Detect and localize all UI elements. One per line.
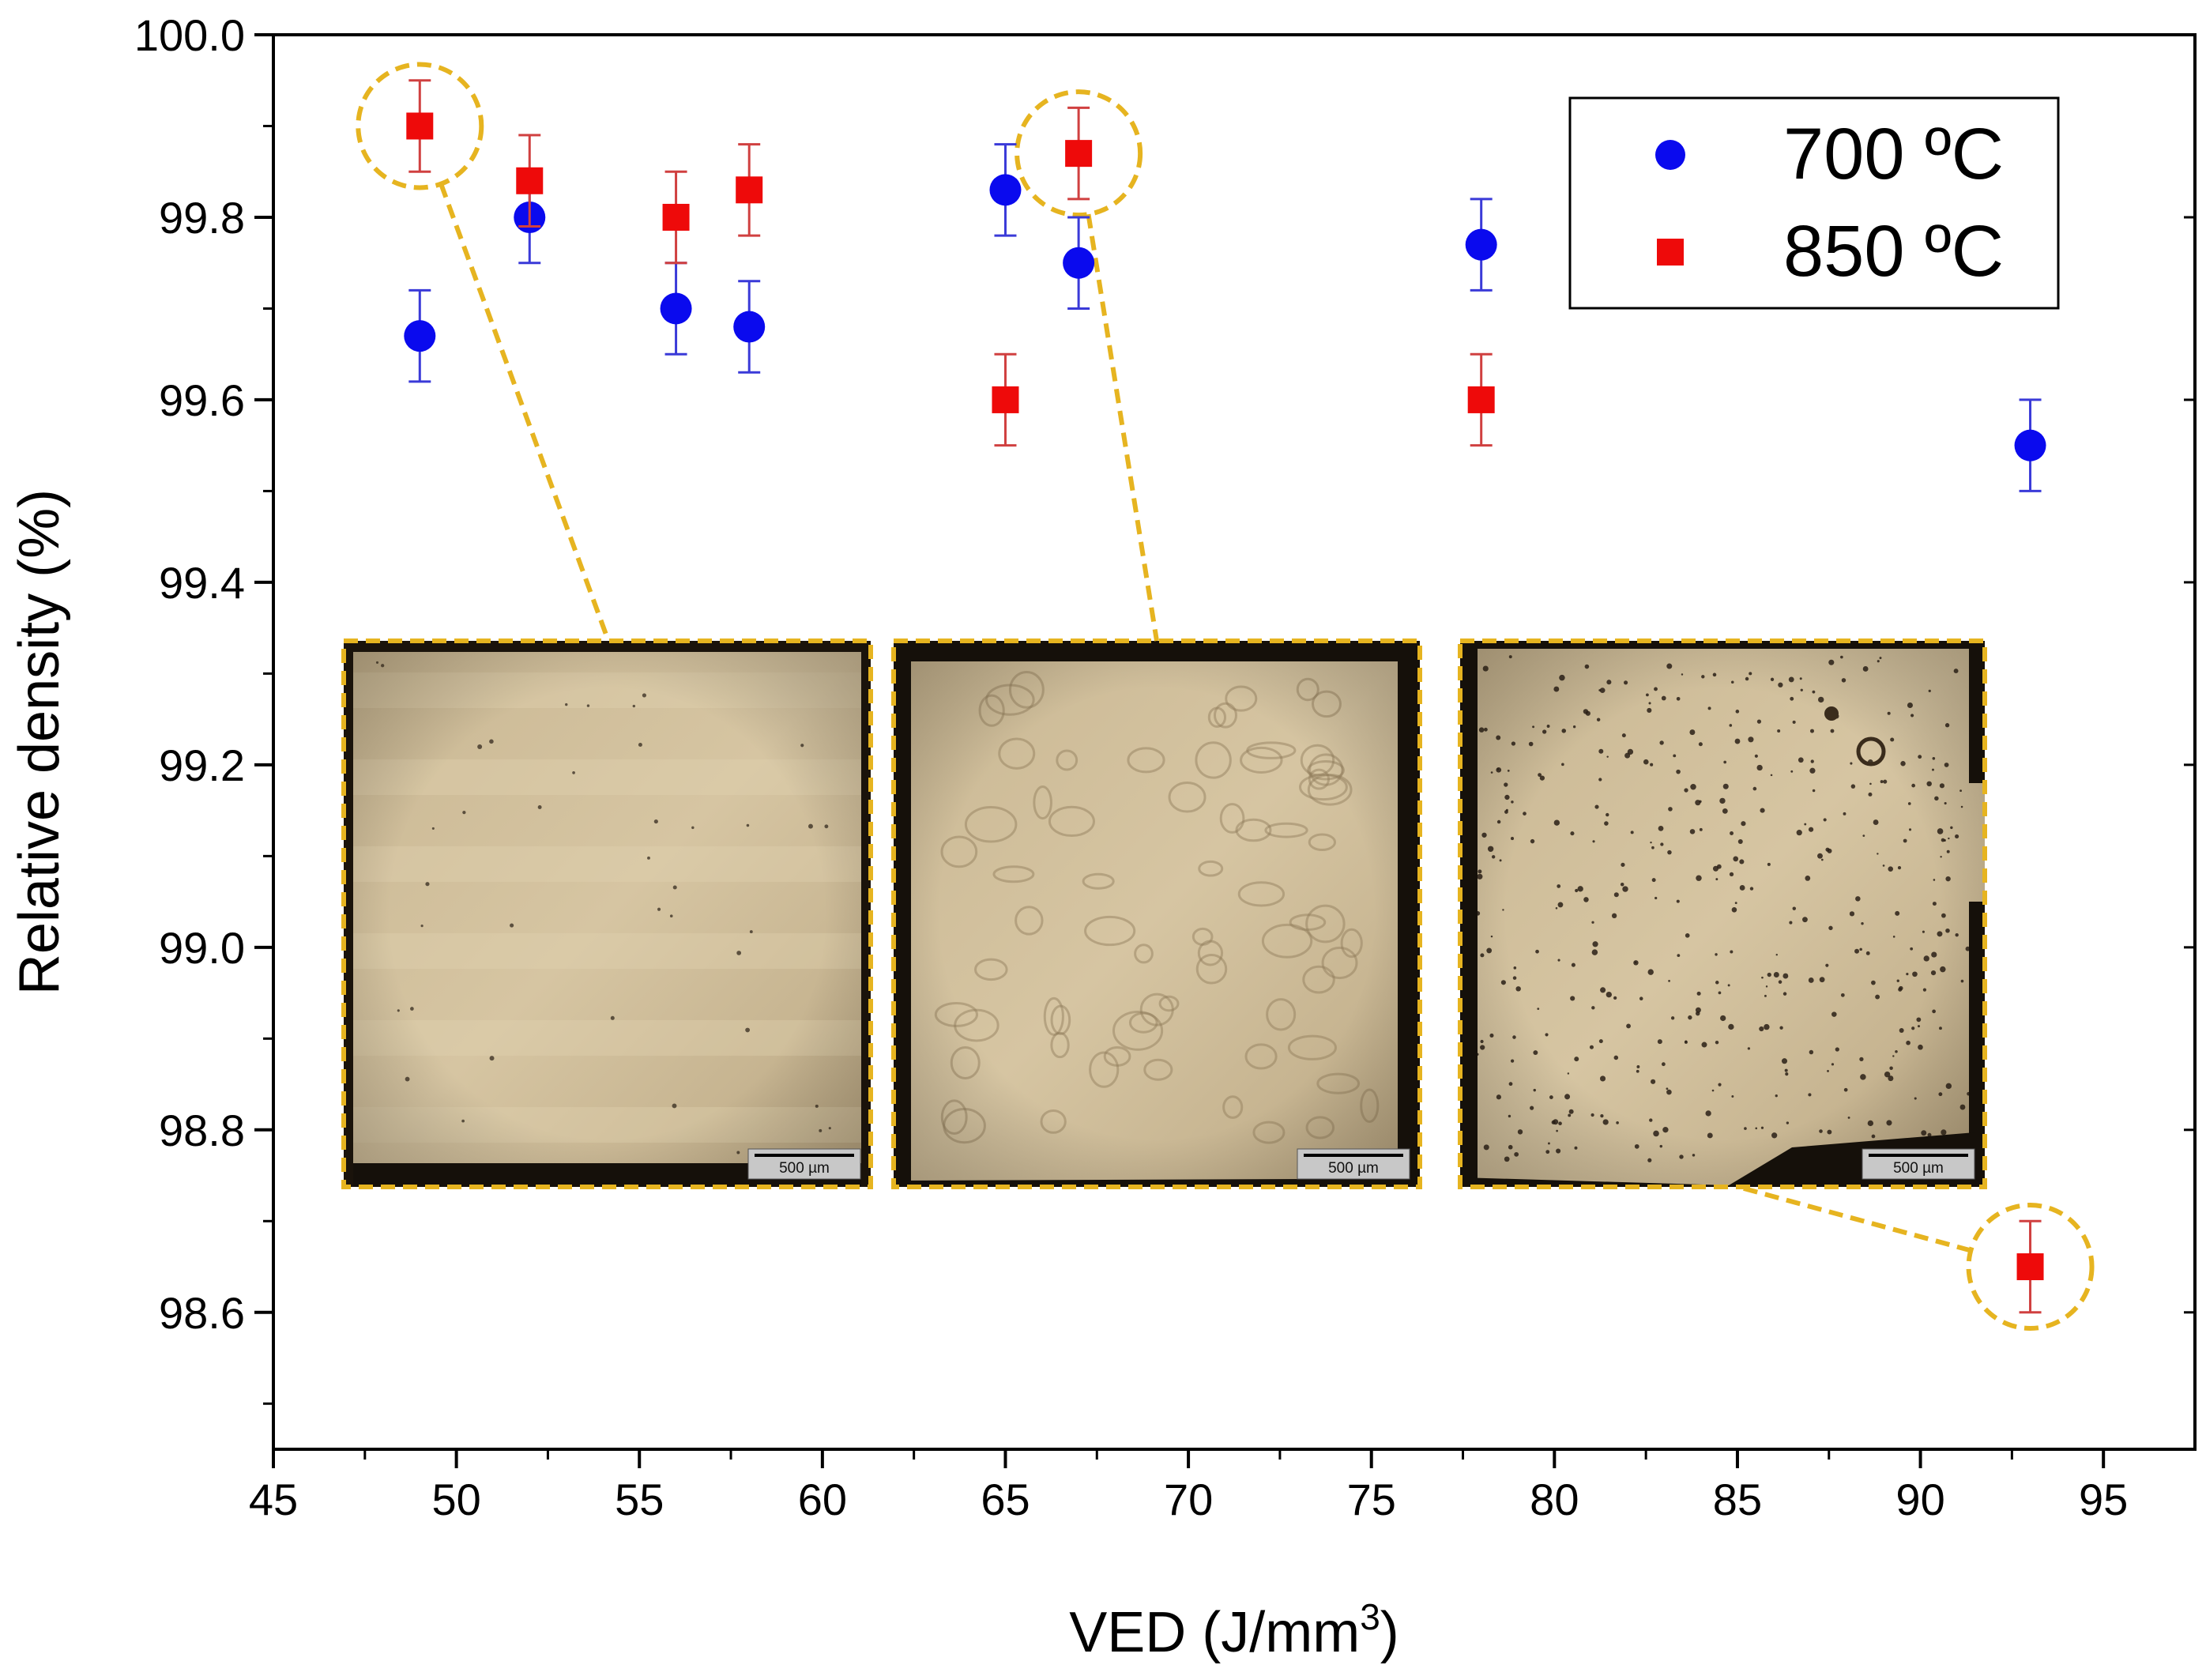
micrograph-edge — [344, 641, 871, 652]
data-point-square — [736, 176, 763, 204]
legend-box — [1568, 96, 2060, 310]
micrograph-edge — [1398, 641, 1420, 1187]
x-axis-label-main: VED (J/mm — [1069, 1601, 1360, 1664]
x-tick-label: 45 — [249, 1475, 298, 1524]
y-axis-label: Relative density (%) — [8, 489, 71, 995]
data-point-circle — [733, 311, 766, 343]
micrograph-vignette — [1460, 641, 1985, 1187]
scale-bar-label: 500 µm — [779, 1160, 830, 1177]
data-point-square — [1467, 386, 1495, 413]
micrograph-ved-49: 500 µm — [341, 638, 873, 1189]
scale-bar-label: 500 µm — [1893, 1160, 1944, 1177]
inset-border — [1458, 638, 1987, 1189]
legend-label: 850 ºC — [1783, 211, 2004, 292]
x-tick-label: 65 — [981, 1475, 1030, 1524]
y-tick-label: 99.6 — [159, 375, 245, 425]
data-point-circle — [660, 292, 692, 325]
x-tick-label: 85 — [1713, 1475, 1762, 1524]
micrograph-edge — [1460, 1132, 1985, 1187]
leader-line — [1737, 1185, 1972, 1253]
inset-border — [341, 638, 873, 1189]
x-tick-label: 60 — [798, 1475, 847, 1524]
micrograph-edge — [1969, 641, 1985, 783]
data-point-square — [992, 386, 1019, 413]
data-point-circle — [1465, 228, 1497, 261]
micrograph-edge — [894, 641, 911, 1187]
highlight-circle — [1966, 1203, 2095, 1332]
scale-bar-label: 500 µm — [1328, 1160, 1379, 1177]
legend-label: 700 ºC — [1783, 114, 2004, 194]
y-tick-label: 98.6 — [159, 1288, 245, 1338]
data-point-circle — [1063, 247, 1095, 279]
micrograph-edge — [894, 1155, 1420, 1187]
micrograph-edge — [1460, 641, 1478, 1187]
x-axis-label-suffix: ) — [1380, 1601, 1399, 1664]
data-point-square — [662, 203, 690, 231]
data-point-circle — [989, 174, 1022, 206]
data-point-square — [1065, 140, 1093, 168]
x-axis-label-superscript: 3 — [1360, 1596, 1380, 1637]
highlight-circle — [356, 62, 484, 190]
y-tick-label: 99.2 — [159, 740, 245, 790]
micrograph-edge — [1460, 641, 1985, 649]
plot-frame — [272, 33, 2197, 1451]
inset-border — [891, 638, 1422, 1189]
legend-marker-square — [1657, 239, 1684, 266]
y-tick-label: 99.4 — [159, 558, 245, 608]
y-tick-label: 99.8 — [159, 193, 245, 243]
micrograph-ved-93: 500 µm — [1458, 638, 1987, 1189]
x-tick-label: 90 — [1895, 1475, 1944, 1524]
y-tick-label: 98.8 — [159, 1106, 245, 1155]
x-tick-label: 70 — [1164, 1475, 1213, 1524]
highlight-circle — [1015, 89, 1143, 218]
legend-marker-circle — [1655, 140, 1685, 170]
x-tick-label: 75 — [1347, 1475, 1396, 1524]
x-tick-label: 80 — [1530, 1475, 1579, 1524]
data-point-square — [406, 112, 434, 140]
series-850C — [406, 79, 2044, 1314]
data-point-square — [516, 167, 544, 194]
micrograph-edge — [1969, 902, 1985, 1187]
micrograph-vignette — [344, 641, 871, 1187]
x-tick-label: 55 — [615, 1475, 664, 1524]
y-tick-label: 99.0 — [159, 923, 245, 973]
leader-line — [439, 183, 611, 642]
x-axis-label: VED (J/mm3) — [1069, 1596, 1399, 1664]
y-tick-label: 100.0 — [134, 10, 245, 60]
micrograph-vignette — [894, 641, 1420, 1187]
micrograph-edge — [894, 641, 1420, 661]
leader-line — [1086, 213, 1159, 642]
data-point-circle — [2014, 429, 2046, 461]
x-tick-label: 50 — [431, 1475, 480, 1524]
micrograph-ved-67: 500 µm — [891, 638, 1422, 1189]
x-tick-label: 95 — [2079, 1475, 2128, 1524]
data-point-circle — [404, 320, 436, 352]
data-point-square — [2016, 1253, 2044, 1281]
